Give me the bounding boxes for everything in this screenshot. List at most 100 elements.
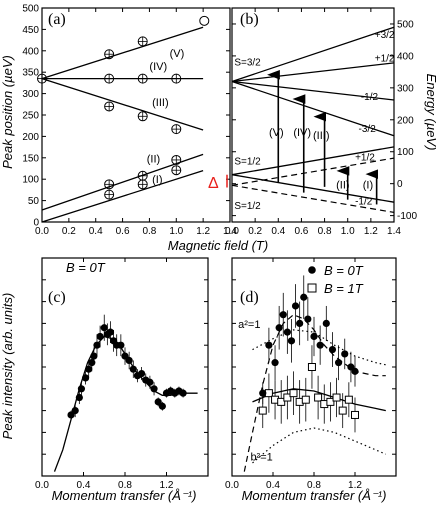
panel-b-arrow-label: (II) [336,179,349,191]
panel-b-x-tick-label: 1.4 [387,226,401,237]
panel-c-x-tick-label: 0.8 [118,480,132,491]
panel-a-x-tick-label: 0.8 [142,226,156,237]
panel-c-frame [41,257,209,477]
panel-a-x-tick-label: 1.0 [169,226,183,237]
panel-d-point-0t [291,302,300,310]
legend-marker-0t [308,266,316,274]
panel-a-line [41,153,204,211]
panel-d-point-0t [271,359,279,367]
panel-d-point-1t [277,397,286,406]
legend-label-1t: B = 1T [324,281,364,296]
panel-b-level [231,80,395,137]
panel-c-x-tick-label: 1.2 [160,480,174,491]
panel-a-y-tick-label: 500 [22,4,39,15]
panel-c-point [150,385,158,393]
panel-c-xlabel: Momentum transfer (Å⁻¹) [52,488,197,503]
panel-d-point-1t [332,393,341,402]
panel-a-frame [41,7,231,223]
panel-d-point-0t [296,319,304,327]
panel-d-point-1t [289,389,298,398]
panel-d-point-0t [335,359,343,367]
panel-a-x-tick-label: 0.2 [62,226,76,237]
panel-c-point [93,341,101,349]
panel-c-point [81,374,90,382]
panel-d-point-1t [314,393,323,402]
panel-b-x-tick-label: 0.4 [271,226,285,237]
panel-a-line-label: (IV) [149,61,167,73]
panel-b-x-tick-label: 1.2 [364,226,378,237]
panel-c-x-tick-label: 0.4 [77,480,91,491]
panel-d-x-tick-label: 0.4 [266,480,280,491]
panel-c-point [88,359,96,367]
panel-b-level-label: +1/2 [355,153,375,164]
panel-b-level-label: +1/2 [375,54,395,65]
panel-c-x-tick-label: 0.0 [35,480,49,491]
panel-d-point-0t [322,319,330,327]
panel-b-x-tick-label: 0.2 [248,226,262,237]
panel-b-level [231,146,395,176]
panel-a-x-tick-label: 0.6 [116,226,130,237]
panel-a-line [41,169,204,223]
panel-c-point [96,332,104,341]
panel-a-y-tick-label: 250 [22,111,39,122]
panel-c: (c) B = 0T Peak intensity (arb. units) M… [0,257,209,503]
panel-b-arrow-label: (V) [269,127,284,139]
panel-d-point-1t [301,395,310,404]
panel-a-line [41,26,204,80]
panel-a-line-label: (III) [152,97,169,109]
panel-b-delta: Δ [208,175,219,192]
panel-b-level-label: -1/2 [361,92,379,103]
panel-b-level-label: -3/2 [359,124,377,135]
panel-a-y-tick-label: 450 [22,25,39,36]
panel-a-ylabel: Peak position (µeV) [0,55,15,169]
panel-b-y-tick-label: 500 [397,19,414,30]
legend-marker-1t [307,283,317,293]
panel-d-point-0t [328,345,337,354]
panel-c-point [179,389,187,397]
panel-c-point [146,378,154,386]
panel-b-x-tick-label: 0.0 [225,226,239,237]
panel-a-x-tick-label: 0.4 [89,226,103,237]
panel-a-line-label: (I) [152,174,162,186]
panel-b-s12-upper: S=1/2 [234,157,261,168]
legend-label-0t: B = 0T [324,263,364,278]
panel-d-x-tick-label: 0.0 [225,480,239,491]
panel-b-level [231,157,395,186]
panel-b-level [231,184,395,213]
panel-c-point [125,356,133,365]
panel-a-x-tick-label: 1.2 [196,226,210,237]
panel-b-s32: S=3/2 [234,57,261,68]
panel-b-level [231,80,395,101]
panel-c-point [71,407,79,415]
panel-d-point-1t [264,389,273,398]
panel-d-point-0t [275,324,283,332]
panel-a-y-tick-label: 150 [22,153,39,164]
panel-d-point-0t [287,337,296,345]
panel-a-x-tick-label: 1.4 [223,226,237,237]
panel-b-y-tick-label: 400 [397,51,414,62]
panel-a-point-open [199,15,210,26]
panel-d-point-0t [300,293,308,301]
panel-a-line-label: (V) [170,48,185,60]
panel-c-point [138,369,146,378]
panel-d-b2-label: b²=1 [250,452,272,464]
panel-b-y-tick-label: 100 [397,147,414,158]
panel-d-point-1t [326,397,335,406]
panel-b-arrow-label: (IV) [293,127,311,139]
panel-b-level-label: -1/2 [355,196,373,207]
top-xlabel: Magnetic field (T) [168,238,268,253]
panel-b-level-label: +3/2 [375,30,395,41]
panel-c-point [75,393,83,402]
panel-d-a2-label: a²=1 [238,319,260,331]
panel-b-ylabel: Energy (µeV) [424,74,436,151]
panel-b-level [231,62,395,83]
panel-d-point-0t [283,328,291,336]
panel-d-point-0t [351,367,359,375]
panel-d-point-1t [283,393,292,402]
panel-b-s12-lower: S=1/2 [234,201,261,212]
panel-c-point [100,324,108,332]
panel-c-point [106,328,115,336]
panel-c-point [85,365,93,373]
panel-b-label: (b) [240,11,259,28]
